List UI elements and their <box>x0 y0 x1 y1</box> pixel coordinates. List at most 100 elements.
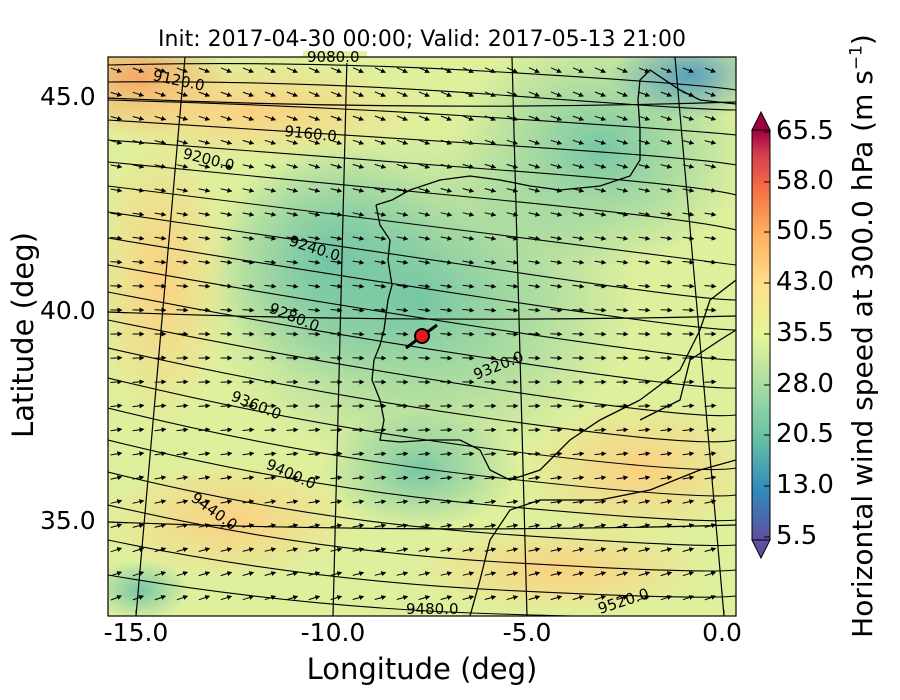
wind-arrow <box>220 307 233 313</box>
wind-arrow <box>220 451 233 457</box>
wind-arrow <box>176 523 189 529</box>
wind-arrow <box>462 571 475 577</box>
wind-arrow <box>528 283 541 289</box>
wind-arrow <box>682 427 695 433</box>
x-tick-label: -10.0 <box>300 618 366 647</box>
wind-arrow <box>484 571 497 577</box>
wind-arrow <box>616 115 629 121</box>
wind-arrow <box>330 91 343 97</box>
wind-arrow <box>154 187 167 193</box>
wind-arrow <box>396 67 408 73</box>
wind-arrow <box>616 283 629 289</box>
wind-arrow <box>132 523 145 529</box>
wind-arrow <box>220 67 233 73</box>
wind-arrow <box>462 595 475 600</box>
wind-arrow <box>374 499 387 505</box>
wind-arrow <box>330 235 343 241</box>
wind-arrow <box>616 91 629 97</box>
wind-arrow <box>396 331 409 337</box>
wind-arrow <box>440 571 453 577</box>
wind-arrow <box>374 451 387 457</box>
wind-arrow <box>616 451 629 457</box>
wind-arrow <box>330 571 343 577</box>
wind-arrow <box>264 91 277 97</box>
wind-arrow <box>352 451 365 457</box>
wind-arrow <box>506 331 519 337</box>
wind-arrow <box>198 115 211 121</box>
wind-arrow <box>264 139 277 145</box>
wind-arrow <box>418 211 431 217</box>
wind-arrow <box>132 91 145 97</box>
wind-arrow <box>264 283 277 289</box>
wind-arrow <box>330 475 343 481</box>
y-axis-label: Latitude (deg) <box>6 232 40 438</box>
wind-arrow <box>242 283 255 289</box>
wind-arrow <box>682 259 695 265</box>
wind-arrow <box>132 451 145 457</box>
wind-arrow <box>638 115 651 121</box>
wind-arrow <box>506 427 519 433</box>
wind-arrow <box>132 595 145 601</box>
wind-arrow <box>308 427 321 433</box>
wind-arrow <box>550 187 563 193</box>
wind-arrow <box>550 571 563 577</box>
wind-arrow <box>704 403 717 409</box>
wind-arrow <box>638 451 651 457</box>
wind-arrow <box>704 163 717 169</box>
wind-arrow <box>660 451 673 457</box>
wind-arrow <box>418 547 431 553</box>
wind-arrow <box>528 235 541 241</box>
wind-arrow <box>198 187 211 193</box>
wind-arrow <box>440 188 453 193</box>
wind-arrow <box>264 427 277 433</box>
wind-arrow <box>484 211 497 217</box>
wind-arrow <box>110 379 123 385</box>
wind-arrow <box>682 547 695 552</box>
wind-arrow <box>704 67 717 73</box>
wind-arrow <box>660 571 673 577</box>
wind-arrow <box>572 475 585 481</box>
wind-arrow <box>550 139 563 145</box>
wind-arrow <box>528 139 541 145</box>
wind-arrow <box>440 283 453 289</box>
wind-arrow <box>286 523 299 529</box>
wind-arrow <box>110 571 123 577</box>
wind-arrow <box>418 475 431 481</box>
wind-arrow <box>176 163 189 169</box>
wind-arrow <box>286 164 299 169</box>
wind-arrow <box>484 475 497 481</box>
wind-arrow <box>198 451 211 457</box>
wind-arrow <box>286 475 299 481</box>
wind-arrow <box>242 499 255 505</box>
colorbar-tick-label: 65.5 <box>776 116 834 146</box>
wind-arrow <box>374 163 387 169</box>
wind-arrow <box>352 523 365 529</box>
wind-arrow <box>528 187 541 193</box>
wind-arrow <box>132 67 145 73</box>
wind-arrow <box>418 188 431 193</box>
wind-arrow <box>462 163 475 169</box>
wind-arrow <box>616 571 629 576</box>
wind-arrow <box>242 523 255 529</box>
wind-arrow <box>154 163 167 169</box>
wind-arrow <box>462 283 475 289</box>
wind-arrow <box>594 91 607 97</box>
wind-arrow <box>132 211 145 217</box>
wind-arrow <box>352 331 365 337</box>
wind-arrow <box>418 595 431 600</box>
wind-arrow <box>264 331 277 337</box>
colorbar-tick-label: 20.5 <box>776 419 834 449</box>
wind-arrow <box>242 211 255 217</box>
wind-arrow <box>638 403 651 409</box>
wind-arrow <box>198 595 211 601</box>
wind-arrow <box>374 307 387 313</box>
wind-arrow <box>264 451 277 457</box>
wind-arrow <box>286 571 299 577</box>
wind-arrow <box>110 259 123 265</box>
wind-arrow <box>308 91 321 97</box>
wind-arrow <box>330 211 343 217</box>
wind-arrow <box>660 187 673 193</box>
wind-arrow <box>374 188 387 193</box>
wind-arrow <box>176 475 189 481</box>
wind-arrow <box>352 67 364 73</box>
